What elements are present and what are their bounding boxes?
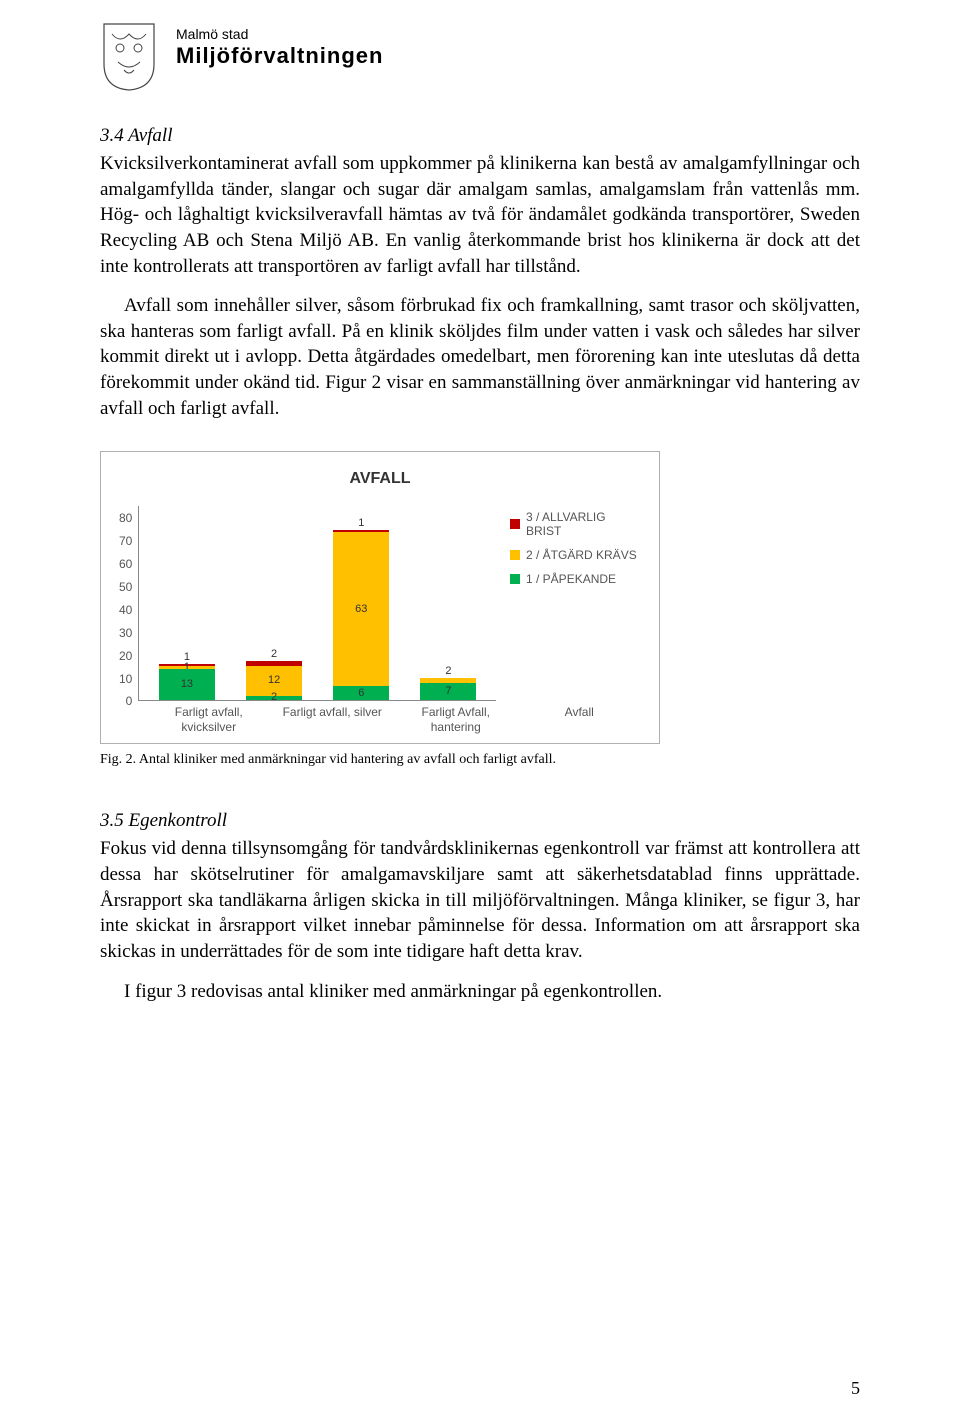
y-tick: 0 bbox=[119, 695, 132, 707]
legend-item: 2 / ÅTGÄRD KRÄVS bbox=[510, 548, 641, 562]
bar-column: 6631 bbox=[333, 530, 389, 701]
bar-column: 2122 bbox=[246, 661, 302, 700]
bar-column: 72 bbox=[420, 678, 476, 700]
figure-caption: Fig. 2. Antal kliniker med anmärkningar … bbox=[100, 752, 860, 768]
y-tick: 20 bbox=[119, 650, 132, 662]
x-label: Avfall bbox=[518, 705, 642, 735]
bar-segment-label: 2 bbox=[246, 648, 302, 660]
page-number: 5 bbox=[851, 1378, 860, 1399]
section-35-para1: Fokus vid denna tillsynsomgång för tandv… bbox=[100, 836, 860, 964]
legend-item: 3 / ALLVARLIG BRIST bbox=[510, 510, 641, 538]
y-tick: 50 bbox=[119, 581, 132, 593]
legend-label: 2 / ÅTGÄRD KRÄVS bbox=[526, 548, 637, 562]
header-city: Malmö stad bbox=[176, 26, 383, 43]
bar-segment: 7 bbox=[420, 683, 476, 700]
section-heading-35: 3.5 Egenkontroll bbox=[100, 810, 860, 832]
chart-y-axis: 80706050403020100 bbox=[119, 506, 138, 701]
chart-plot-area: 13112122663172 bbox=[138, 506, 496, 701]
page-header: Malmö stad Miljöförvaltningen bbox=[100, 20, 860, 97]
chart-x-axis: Farligt avfall, kvicksilverFarligt avfal… bbox=[147, 701, 641, 735]
bar-segment-label: 1 bbox=[159, 651, 215, 663]
bar-column: 1311 bbox=[159, 664, 215, 701]
section-34-para1: Kvicksilverkontaminerat avfall som uppko… bbox=[100, 151, 860, 279]
avfall-chart: AVFALL 80706050403020100 13112122663172 … bbox=[100, 451, 660, 744]
y-tick: 60 bbox=[119, 558, 132, 570]
y-tick: 10 bbox=[119, 673, 132, 685]
y-tick: 70 bbox=[119, 535, 132, 547]
header-titles: Malmö stad Miljöförvaltningen bbox=[176, 20, 383, 69]
legend-item: 1 / PÅPEKANDE bbox=[510, 572, 641, 586]
bar-segment-label: 1 bbox=[333, 517, 389, 529]
x-label: Farligt Avfall, hantering bbox=[394, 705, 518, 735]
bar-segment: 63 bbox=[333, 532, 389, 686]
chart-title: AVFALL bbox=[119, 470, 641, 488]
section-34-para2: Avfall som innehåller silver, såsom förb… bbox=[100, 293, 860, 421]
chart-legend: 3 / ALLVARLIG BRIST 2 / ÅTGÄRD KRÄVS 1 / P… bbox=[496, 506, 641, 701]
bar-segment: 2 bbox=[246, 696, 302, 701]
y-tick: 80 bbox=[119, 512, 132, 524]
x-label: Farligt avfall, kvicksilver bbox=[147, 705, 271, 735]
bar-segment: 13 bbox=[159, 669, 215, 701]
header-department: Miljöförvaltningen bbox=[176, 43, 383, 69]
x-label: Farligt avfall, silver bbox=[271, 705, 395, 735]
legend-swatch-icon bbox=[510, 574, 520, 584]
y-tick: 40 bbox=[119, 604, 132, 616]
y-tick: 30 bbox=[119, 627, 132, 639]
legend-swatch-icon bbox=[510, 519, 520, 529]
legend-label: 3 / ALLVARLIG BRIST bbox=[526, 510, 641, 538]
legend-swatch-icon bbox=[510, 550, 520, 560]
section-35-para2: I figur 3 redovisas antal kliniker med a… bbox=[100, 979, 860, 1005]
section-heading-34: 3.4 Avfall bbox=[100, 125, 860, 147]
city-crest-icon bbox=[100, 20, 158, 97]
legend-label: 1 / PÅPEKANDE bbox=[526, 572, 616, 586]
bar-segment-label: 2 bbox=[420, 665, 476, 677]
bar-segment: 6 bbox=[333, 686, 389, 701]
